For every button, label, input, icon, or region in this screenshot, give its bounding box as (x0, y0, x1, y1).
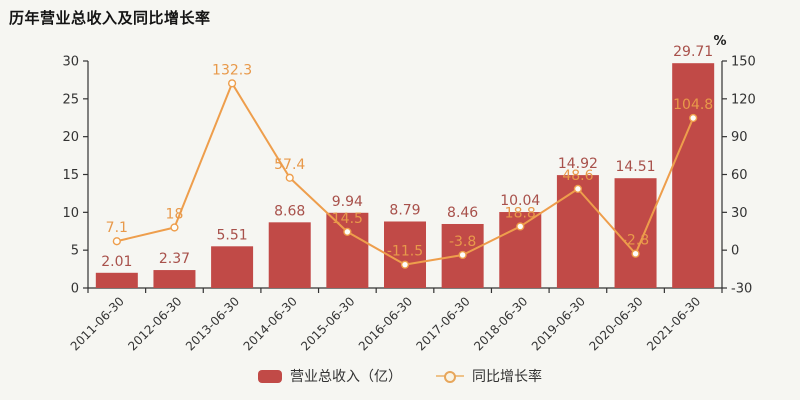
right-axis-unit-label: % (713, 34, 726, 49)
x-axis-category-label: 2014-06-30 (241, 294, 300, 353)
revenue-bar (672, 63, 715, 288)
growth-rate-point (631, 249, 640, 258)
x-axis-category-label: 2011-06-30 (68, 294, 127, 353)
revenue-bar-swatch-icon (258, 369, 282, 383)
left-axis-tick-label: 0 (71, 282, 79, 297)
growth-rate-point (227, 79, 237, 88)
legend-growth-label: 同比增长率 (472, 369, 542, 385)
growth-rate-value-label: 7.1 (106, 220, 128, 236)
right-axis-tick-label: 0 (731, 244, 739, 259)
revenue-bar-value-label: 29.71 (673, 44, 713, 60)
growth-rate-point (689, 113, 698, 123)
legend-revenue-label: 营业总收入（亿） (290, 369, 402, 385)
legend-item-growth[interactable]: 同比增长率 (436, 366, 542, 386)
growth-rate-point (343, 227, 352, 236)
x-axis-category-label: 2015-06-30 (298, 294, 357, 353)
revenue-bar (95, 272, 138, 288)
growth-rate-value-label: 14.5 (332, 211, 363, 227)
growth-line-marker-icon (436, 370, 464, 383)
right-axis-tick-label: 60 (731, 168, 748, 183)
revenue-bar-value-label: 5.51 (217, 227, 248, 243)
left-axis-tick-label: 15 (62, 168, 79, 183)
growth-rate-value-label: -2.8 (622, 233, 649, 249)
revenue-bar-value-label: 8.46 (447, 205, 478, 221)
revenue-bar (614, 178, 657, 288)
revenue-bar-value-label: 10.04 (500, 193, 540, 209)
left-axis-tick-label: 30 (62, 55, 79, 70)
left-axis-tick-label: 20 (62, 130, 79, 145)
growth-rate-value-label: 48.6 (562, 168, 593, 184)
revenue-bar-value-label: 14.92 (558, 156, 598, 172)
revenue-bar-value-label: 14.51 (615, 159, 655, 175)
growth-rate-value-label: 57.4 (274, 157, 305, 173)
revenue-bar (268, 222, 311, 288)
legend-item-revenue[interactable]: 营业总收入（亿） (258, 366, 402, 386)
x-axis-category-label: 2012-06-30 (125, 294, 184, 353)
revenue-bar (556, 175, 599, 288)
growth-rate-value-label: 18.8 (505, 205, 536, 221)
chart-title: 历年营业总收入及同比增长率 (9, 9, 211, 27)
growth-rate-point (516, 222, 525, 231)
revenue-bar-value-label: 2.37 (159, 251, 190, 267)
growth-rate-value-label: 132.3 (212, 62, 252, 78)
revenue-bar-value-label: 8.68 (274, 203, 305, 219)
x-axis-category-label: 2013-06-30 (183, 294, 242, 353)
revenue-bar (153, 270, 196, 288)
left-axis-tick-label: 10 (62, 206, 79, 221)
x-axis-category-label: 2016-06-30 (356, 294, 415, 353)
x-axis-category-label: 2018-06-30 (471, 294, 530, 353)
right-axis-tick-label: 120 (731, 92, 756, 107)
growth-rate-point (170, 223, 179, 232)
x-axis-category-label: 2017-06-30 (414, 294, 473, 353)
right-axis-tick-label: -30 (731, 282, 752, 297)
right-axis-tick-label: 90 (731, 130, 748, 145)
growth-rate-value-label: 18 (166, 206, 184, 222)
right-axis-tick-label: 150 (731, 55, 756, 70)
combo-chart: 051015202530-300306090120150%2011-06-302… (62, 34, 756, 353)
x-axis-category-label: 2019-06-30 (529, 294, 588, 353)
revenue-bar-value-label: 9.94 (332, 194, 363, 210)
growth-rate-point (285, 173, 294, 182)
growth-rate-value-label: -11.5 (387, 244, 423, 260)
revenue-bar-value-label: 8.79 (389, 202, 420, 218)
revenue-bar (384, 221, 426, 288)
chart-legend: 营业总收入（亿） 同比增长率 (0, 366, 800, 386)
right-axis-tick-label: 30 (731, 206, 748, 221)
growth-rate-value-label: 104.8 (673, 97, 713, 113)
x-axis-category-label: 2020-06-30 (586, 294, 645, 353)
revenue-bar-value-label: 2.01 (101, 254, 132, 270)
revenue-bar (326, 212, 369, 288)
growth-rate-value-label: -3.8 (449, 234, 476, 250)
left-axis-tick-label: 25 (62, 92, 79, 107)
revenue-bar (211, 246, 254, 288)
left-axis-tick-label: 5 (71, 244, 79, 259)
growth-rate-point (458, 250, 467, 260)
growth-rate-point (573, 184, 583, 193)
growth-rate-point (400, 260, 410, 269)
growth-rate-point (112, 237, 121, 246)
x-axis-category-label: 2021-06-30 (644, 294, 703, 353)
